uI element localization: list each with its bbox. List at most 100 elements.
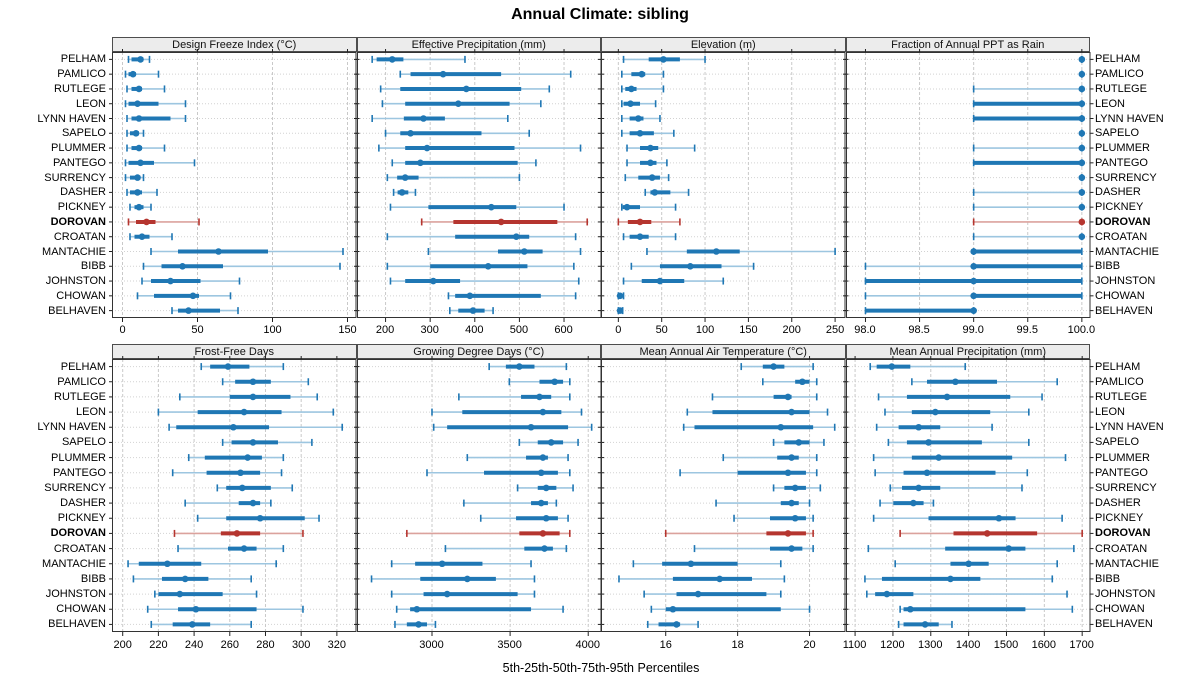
median-dot	[189, 292, 197, 300]
median-dot	[1078, 129, 1085, 137]
median-dot	[656, 277, 664, 285]
series-MANTACHIE	[127, 560, 277, 568]
median-dot	[454, 100, 462, 108]
site-label-croatan: CROATAN	[53, 230, 106, 243]
median-dot	[1078, 189, 1085, 196]
site-label-pantego: PANTEGO	[1095, 466, 1148, 479]
series-SURRENCY	[1078, 174, 1085, 182]
series-JOHNSTON	[864, 277, 1083, 285]
median-dot	[914, 484, 922, 492]
site-label-rutlege: RUTLEGE	[54, 82, 106, 95]
site-label-plummer: PLUMMER	[50, 451, 106, 464]
series-JOHNSTON	[389, 277, 580, 285]
series-BIBB	[864, 262, 1083, 270]
series-SAPELO	[518, 438, 579, 446]
panel-border	[601, 52, 846, 318]
site-label-dorovan: DOROVAN	[1095, 527, 1151, 540]
panel-border	[356, 359, 601, 632]
site-label-chowan: CHOWAN	[56, 289, 106, 302]
median-dot	[694, 590, 702, 598]
median-dot	[520, 248, 528, 255]
series-PAMLICO	[221, 378, 310, 386]
median-dot	[673, 621, 680, 628]
median-dot	[951, 378, 959, 386]
median-dot	[623, 203, 631, 211]
median-dot	[135, 85, 143, 93]
series-PLUMMER	[972, 144, 1085, 152]
median-dot	[627, 100, 634, 108]
median-dot	[416, 159, 424, 167]
series-PANTEGO	[390, 159, 537, 167]
median-dot	[636, 233, 644, 241]
series-BELHAVEN	[150, 620, 253, 628]
series-PELHAM	[622, 55, 706, 63]
site-label-plummer: PLUMMER	[50, 142, 106, 155]
percentiles-caption: 5th-25th-50th-75th-95th Percentiles	[502, 661, 700, 675]
site-label-dasher: DASHER	[60, 186, 106, 199]
series-PAMLICO	[621, 70, 665, 78]
tick-label-design-freeze-index: 100	[263, 324, 282, 336]
series-MANTACHIE	[390, 560, 532, 568]
median-dot	[388, 56, 396, 63]
site-label-belhaven: BELHAVEN	[1095, 618, 1153, 631]
median-dot	[181, 575, 189, 583]
median-dot	[176, 590, 184, 598]
series-PICKNEY	[129, 203, 152, 211]
panel-growing-degree-days	[353, 356, 604, 636]
series-PLUMMER	[626, 144, 696, 152]
series-PICKNEY	[389, 203, 565, 211]
series-CROATAN	[177, 545, 285, 553]
site-label-leon: LEON	[76, 406, 106, 419]
site-label-mantachie: MANTACHIE	[1095, 557, 1159, 570]
series-SAPELO	[221, 438, 313, 446]
series-DOROVAN	[127, 218, 200, 226]
median-dot	[249, 393, 257, 401]
site-label-pelham: PELHAM	[1095, 53, 1141, 66]
tick-label-elevation: 100	[695, 324, 715, 336]
median-dot	[240, 545, 248, 552]
series-PICKNEY	[621, 203, 677, 211]
site-label-surrency: SURRENCY	[44, 171, 106, 184]
series-DASHER	[462, 499, 557, 507]
site-label-pamlico: PAMLICO	[1095, 68, 1144, 81]
tick-label-elevation: 200	[782, 324, 801, 336]
median-dot	[137, 56, 144, 63]
median-dot	[515, 363, 523, 370]
tick-label-fraction-ppt-rain: 99.0	[962, 324, 984, 336]
series-PANTEGO	[873, 469, 1028, 477]
series-PAMLICO	[398, 70, 572, 78]
tick-label-mean-annual-precipitation: 1200	[880, 639, 905, 651]
median-dot	[132, 129, 140, 137]
series-SURRENCY	[124, 174, 145, 182]
series-CROATAN	[386, 233, 576, 241]
series-DOROVAN	[173, 529, 304, 537]
site-label-johnston: JOHNSTON	[45, 588, 106, 601]
series-PLUMMER	[126, 144, 166, 152]
median-dot	[887, 363, 895, 370]
median-dot	[189, 621, 196, 628]
median-dot	[799, 378, 806, 386]
median-dot	[1004, 545, 1012, 552]
site-label-sapelo: SAPELO	[1095, 127, 1140, 140]
chart-title: Annual Climate: sibling	[511, 6, 689, 23]
tick-label-mean-annual-precipitation: 1100	[842, 639, 867, 651]
panel-border	[112, 52, 357, 318]
median-dot	[669, 605, 677, 613]
series-RUTLEGE	[457, 393, 571, 401]
site-label-bibb: BIBB	[80, 572, 106, 585]
site-label-johnston: JOHNSTON	[1095, 275, 1156, 288]
series-RUTLEGE	[711, 393, 818, 401]
median-dot	[638, 70, 646, 78]
median-dot	[616, 307, 624, 314]
median-dot	[1078, 85, 1085, 93]
site-label-croatan: CROATAN	[1095, 230, 1148, 243]
site-label-pamlico: PAMLICO	[57, 375, 106, 388]
median-dot	[791, 484, 799, 492]
series-SAPELO	[1078, 129, 1085, 137]
series-DOROVAN	[972, 218, 1085, 226]
median-dot	[716, 575, 723, 583]
median-dot	[462, 85, 470, 93]
median-dot	[770, 363, 777, 370]
series-DOROVAN	[405, 529, 571, 537]
median-dot	[1078, 159, 1085, 167]
